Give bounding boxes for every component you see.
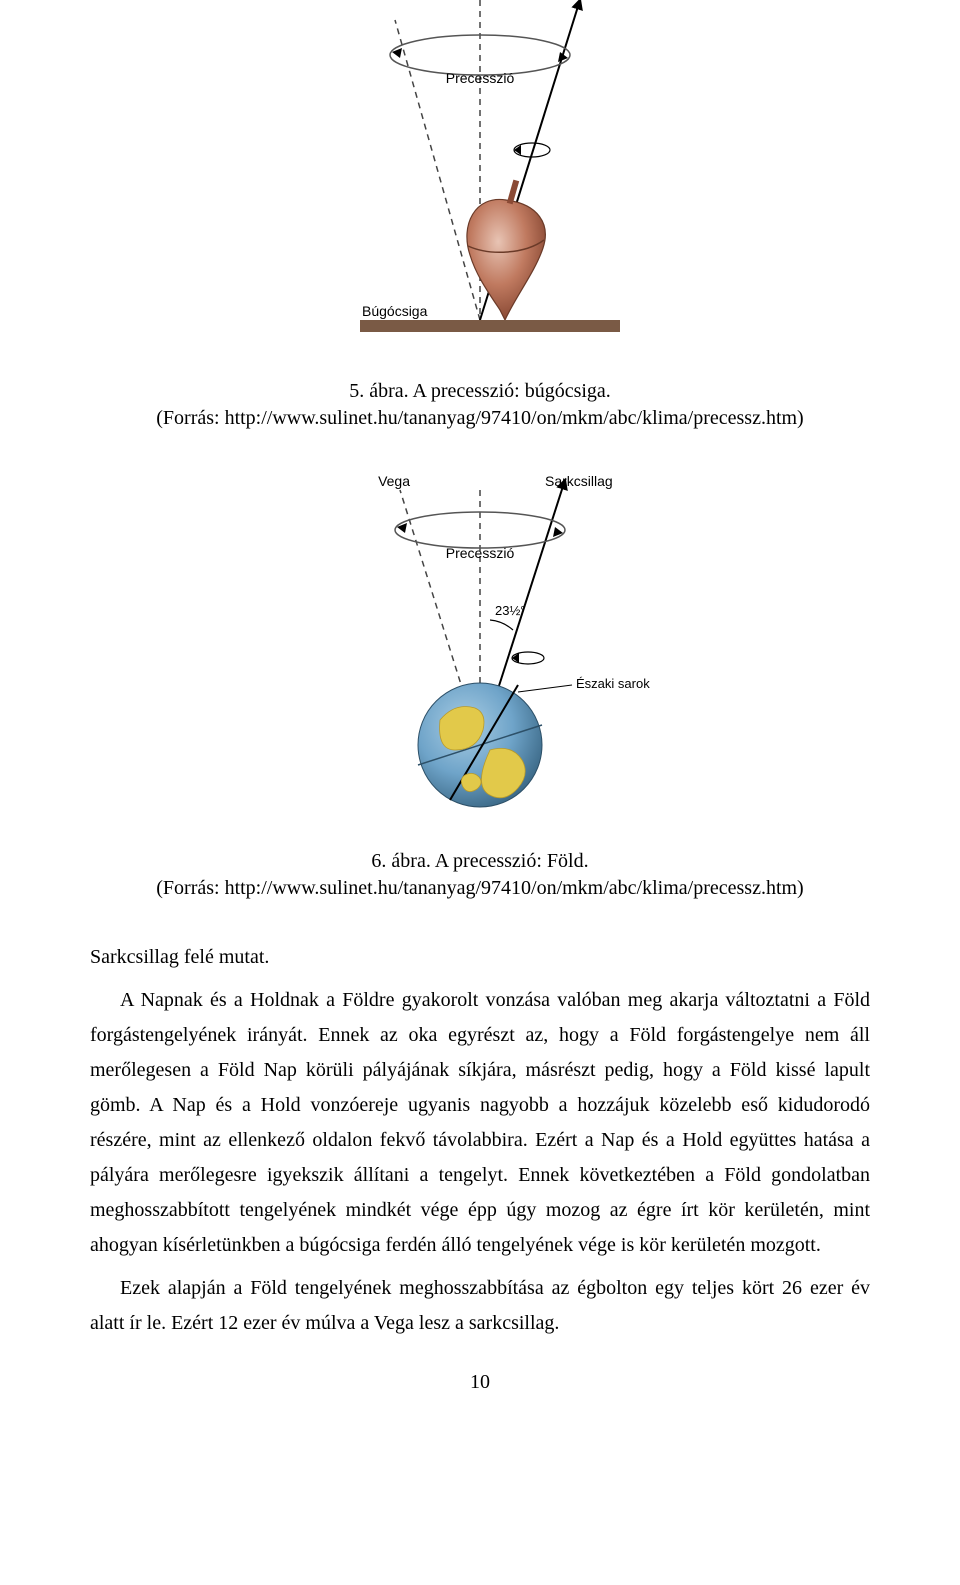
- figure-5-svg: Precesszió Búgócsiga: [300, 0, 660, 360]
- page-number: 10: [90, 1371, 870, 1394]
- figure-6: Vega Sarkcsillag Precesszió 23½° Északi …: [90, 470, 870, 830]
- figure-5-label-top: Búgócsiga: [362, 303, 428, 319]
- figure-5: Precesszió Búgócsiga: [90, 0, 870, 360]
- figure-6-label-vega: Vega: [378, 473, 410, 489]
- figure-5-label-precession: Precesszió: [446, 70, 515, 86]
- figure-6-caption: 6. ábra. A precesszió: Föld.: [90, 850, 870, 873]
- figure-6-label-northpole: Északi sarok: [576, 676, 650, 691]
- paragraph-1: A Napnak és a Holdnak a Földre gyakorolt…: [90, 983, 870, 1263]
- lead-fragment: Sarkcsillag felé mutat.: [90, 940, 870, 975]
- figure-5-caption: 5. ábra. A precesszió: búgócsiga.: [90, 380, 870, 403]
- figure-6-label-angle: 23½°: [495, 603, 526, 618]
- figure-6-source: (Forrás: http://www.sulinet.hu/tananyag/…: [90, 877, 870, 900]
- figure-6-label-polaris: Sarkcsillag: [545, 473, 613, 489]
- figure-5-source: (Forrás: http://www.sulinet.hu/tananyag/…: [90, 407, 870, 430]
- page: Precesszió Búgócsiga 5. ábra. A precessz…: [0, 0, 960, 1434]
- paragraph-2: Ezek alapján a Föld tengelyének meghossz…: [90, 1271, 870, 1341]
- figure-6-label-precession: Precesszió: [446, 545, 515, 561]
- figure-6-svg: Vega Sarkcsillag Precesszió 23½° Északi …: [290, 470, 670, 830]
